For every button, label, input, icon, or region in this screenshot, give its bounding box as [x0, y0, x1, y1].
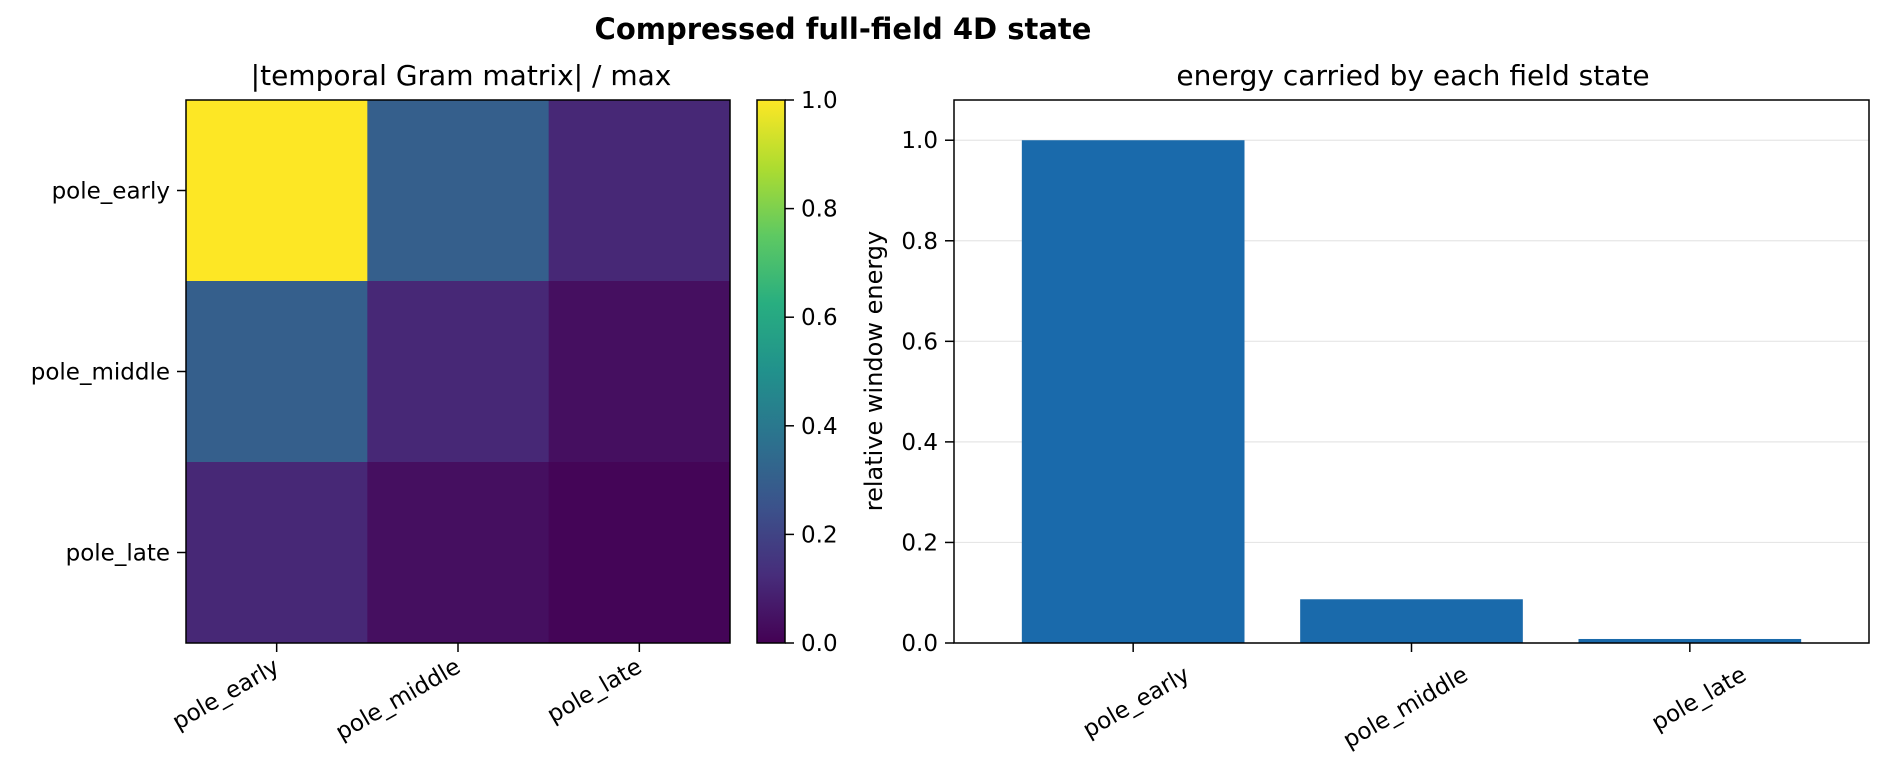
- heatmap-x-tick-label: pole_late: [543, 654, 646, 729]
- bar-y-tick-label: 0.8: [901, 229, 938, 255]
- colorbar-ticks: 0.0 0.2 0.4 0.6 0.8 1.0: [785, 88, 838, 657]
- heatmap-y-tick-label: pole_late: [66, 541, 170, 567]
- bar-pole_early: [1021, 140, 1245, 643]
- figure-title: Compressed full-field 4D state: [595, 12, 1092, 46]
- bar-panel: energy carried by each field state pole_…: [860, 59, 1870, 754]
- heatmap-y-ticks: pole_early pole_middle pole_late: [31, 179, 186, 567]
- bar-pole_late: [1578, 638, 1802, 643]
- bar-x-ticks: pole_early pole_middle pole_late: [1079, 643, 1751, 754]
- bar-x-tick-label: pole_early: [1079, 662, 1195, 744]
- bar-chart-title: energy carried by each field state: [1176, 59, 1649, 92]
- bar-y-tick-label: 0.0: [901, 631, 938, 657]
- colorbar-tick-label: 1.0: [801, 88, 838, 114]
- heatmap-title: |temporal Gram matrix| / max: [251, 59, 672, 92]
- heatmap-cell-2-2: [548, 462, 731, 644]
- colorbar-frame: [756, 99, 786, 644]
- heatmap-x-tick-label: pole_early: [168, 654, 284, 736]
- heatmap-panel: |temporal Gram matrix| / max pole_early p…: [31, 59, 731, 746]
- heatmap-cell-0-2: [548, 100, 731, 282]
- heatmap-cell-1-2: [548, 281, 731, 463]
- heatmap-cells: [186, 100, 731, 644]
- bar-y-tick-label: 0.2: [901, 530, 938, 556]
- heatmap-x-tick-label: pole_middle: [331, 654, 465, 746]
- bar-y-ticks: 0.0 0.2 0.4 0.6 0.8 1.0: [901, 128, 954, 657]
- colorbar-gradient: [757, 100, 785, 643]
- bar-marks: [1021, 140, 1802, 643]
- heatmap-cell-1-0: [186, 281, 368, 463]
- heatmap-x-ticks: pole_early pole_middle pole_late: [168, 643, 646, 746]
- heatmap-y-tick-label: pole_middle: [31, 360, 170, 386]
- bar-y-axis-label: relative window energy: [860, 231, 888, 511]
- heatmap-cell-2-1: [367, 462, 550, 644]
- heatmap-cell-0-1: [367, 100, 550, 282]
- colorbar: 0.0 0.2 0.4 0.6 0.8 1.0: [756, 88, 838, 657]
- heatmap-cell-0-0: [186, 100, 368, 282]
- colorbar-tick-label: 0.8: [801, 197, 838, 223]
- bar-y-tick-label: 0.6: [901, 329, 938, 355]
- bar-pole_middle: [1300, 599, 1523, 643]
- bar-y-tick-label: 0.4: [901, 430, 938, 456]
- bar-x-tick-label: pole_middle: [1339, 662, 1473, 754]
- colorbar-tick-label: 0.6: [801, 305, 838, 331]
- colorbar-tick-label: 0.2: [801, 522, 838, 548]
- colorbar-tick-label: 0.0: [801, 631, 838, 657]
- bar-y-tick-label: 1.0: [901, 128, 938, 154]
- heatmap-cell-1-1: [367, 281, 550, 463]
- colorbar-tick-label: 0.4: [801, 414, 838, 440]
- heatmap-cell-2-0: [186, 462, 368, 644]
- bar-x-tick-label: pole_late: [1647, 662, 1750, 737]
- heatmap-y-tick-label: pole_early: [52, 179, 170, 205]
